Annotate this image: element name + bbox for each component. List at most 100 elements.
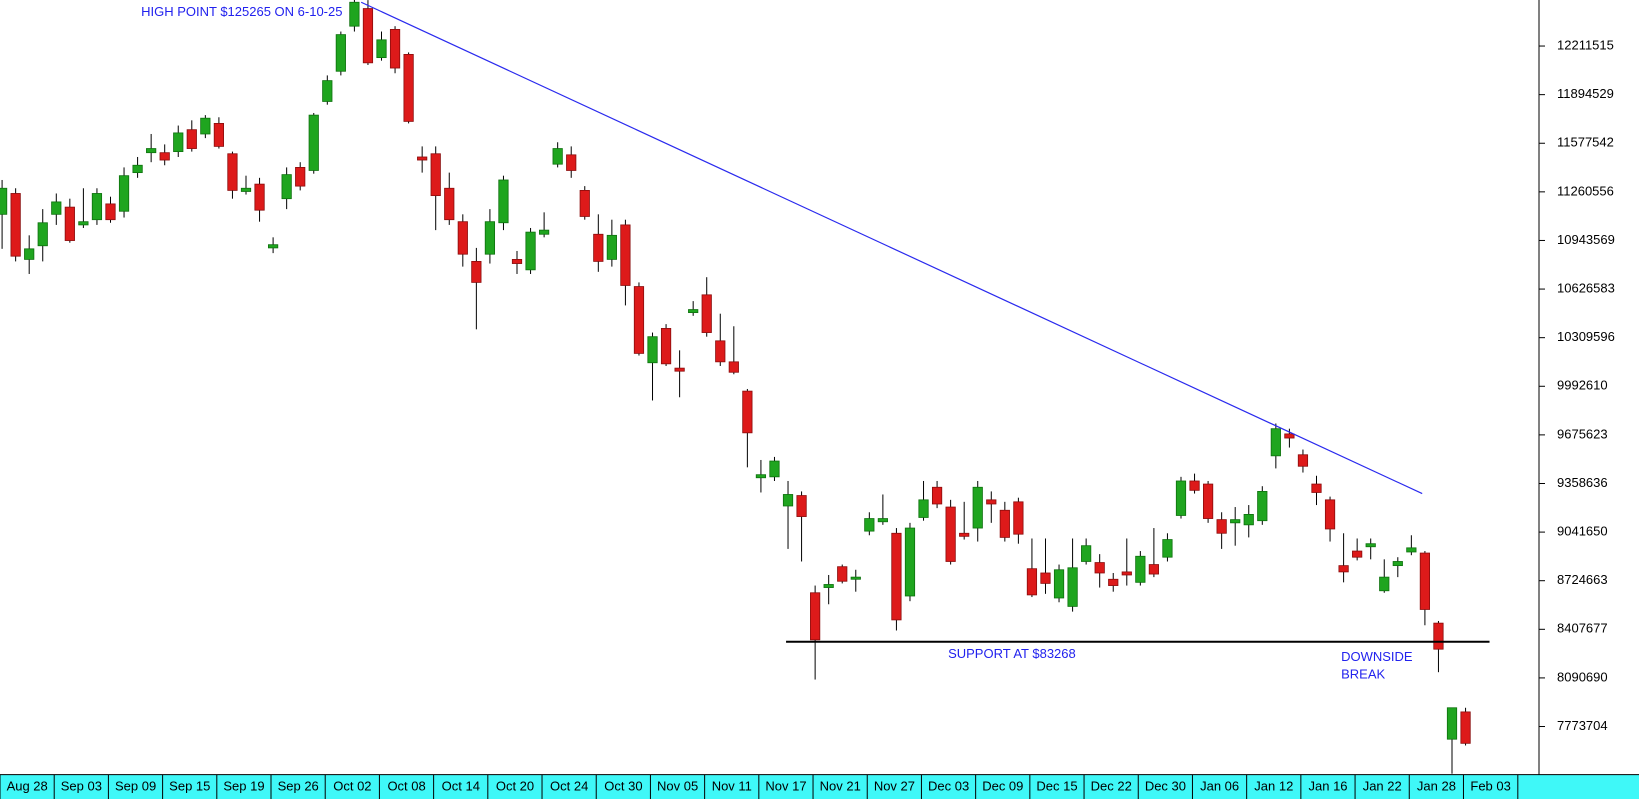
candle-body [1433, 622, 1444, 650]
candle-body [132, 164, 143, 174]
candle-body [1202, 483, 1214, 519]
x-tick-label: Oct 14 [442, 778, 480, 793]
candle-body [633, 286, 645, 354]
x-tick-label: Nov 17 [765, 778, 806, 793]
candle-body [362, 8, 374, 64]
candle-body [1148, 564, 1159, 575]
candle-body [1243, 514, 1254, 526]
candle-body [1297, 454, 1309, 467]
candle-body [837, 566, 848, 582]
candle-body [0, 187, 8, 215]
x-tick-label: Oct 08 [387, 778, 425, 793]
candle-body [674, 367, 685, 372]
candle-body [972, 486, 983, 529]
y-tick-label: 8724663 [1557, 572, 1608, 587]
x-tick-label: Oct 20 [496, 778, 534, 793]
candle-body [457, 221, 468, 255]
candle-body [240, 187, 252, 192]
x-tick-label: Sep 19 [223, 778, 264, 793]
candle-body [606, 234, 617, 260]
candle-body [91, 193, 103, 221]
y-tick-label: 10626583 [1557, 281, 1615, 296]
y-tick-label: 8407677 [1557, 621, 1608, 636]
candle-body [1379, 576, 1390, 592]
y-tick-label: 8090690 [1557, 669, 1608, 684]
x-tick-label: Jan 28 [1417, 778, 1456, 793]
y-tick-label: 11894529 [1557, 86, 1614, 101]
candle-body [322, 80, 333, 102]
candle-body [200, 117, 211, 135]
candle-body [1108, 578, 1119, 586]
candle-body [647, 336, 658, 364]
candle-body [37, 222, 48, 247]
candle-body [118, 175, 130, 212]
candle-body [403, 53, 414, 122]
candle-body [146, 148, 157, 154]
candle-body [1365, 543, 1376, 548]
candle-body [349, 1, 360, 27]
candle-body [1392, 561, 1403, 567]
x-tick-label: Jan 12 [1254, 778, 1293, 793]
candle-body [1406, 547, 1417, 553]
candle-body [1067, 567, 1078, 607]
candle-body [1284, 433, 1295, 439]
candle-body [281, 174, 292, 200]
x-tick-label: Jan 22 [1363, 778, 1402, 793]
candle-body [1053, 569, 1065, 599]
candle-body [444, 187, 455, 221]
candle-body [295, 167, 306, 187]
x-tick-label: Dec 22 [1091, 778, 1132, 793]
candle-body [254, 183, 265, 211]
candle-body [742, 390, 753, 434]
candle-body [715, 340, 726, 363]
trend-line [360, 1, 1423, 495]
y-tick-label: 7773704 [1557, 718, 1608, 733]
candle-body [796, 495, 807, 517]
candle-body [10, 193, 21, 257]
candle-body [620, 224, 631, 286]
candle-body [593, 233, 604, 262]
candle-body [1338, 565, 1349, 573]
candle-body [877, 518, 888, 523]
candle-body [1324, 499, 1336, 530]
candle-body [308, 114, 319, 171]
x-tick-label: Dec 03 [928, 778, 969, 793]
candle-body [376, 39, 387, 59]
x-tick-label: Sep 26 [278, 778, 319, 793]
x-tick-label: Nov 21 [820, 778, 861, 793]
candle-body [335, 34, 346, 72]
annotation: BREAK [1341, 667, 1385, 682]
candle-body [918, 499, 929, 518]
x-tick-label: Dec 09 [982, 778, 1023, 793]
candle-body [24, 248, 35, 260]
candle-body [159, 152, 170, 161]
candle-body [511, 259, 523, 264]
annotation: SUPPORT AT $83268 [948, 646, 1076, 661]
x-tick-label: Sep 09 [115, 778, 156, 793]
candle-body [823, 584, 834, 588]
candle-body [999, 509, 1010, 538]
candle-body [1257, 491, 1268, 522]
candle-body [1189, 480, 1200, 491]
candle-body [1446, 707, 1458, 740]
candle-body [1013, 501, 1024, 535]
x-axis-band [0, 774, 1639, 799]
candle-body [931, 486, 943, 505]
x-tick-label: Sep 15 [169, 778, 210, 793]
x-tick-label: Nov 05 [657, 778, 698, 793]
x-tick-label: Nov 27 [874, 778, 915, 793]
candle-body [213, 122, 224, 147]
candle-body [660, 328, 672, 365]
y-tick-label: 9358636 [1557, 475, 1608, 490]
candle-body [484, 221, 496, 255]
x-tick-label: Jan 16 [1309, 778, 1348, 793]
candle-body [688, 309, 699, 314]
x-tick-label: Oct 30 [604, 778, 642, 793]
annotation: HIGH POINT $125265 ON 6-10-25 [141, 4, 342, 19]
candle-body [1081, 545, 1092, 562]
x-tick-label: Oct 02 [333, 778, 371, 793]
candle-body [1460, 711, 1471, 744]
candle-body [959, 532, 970, 537]
candle-body [51, 201, 62, 215]
x-tick-label: Oct 24 [550, 778, 588, 793]
